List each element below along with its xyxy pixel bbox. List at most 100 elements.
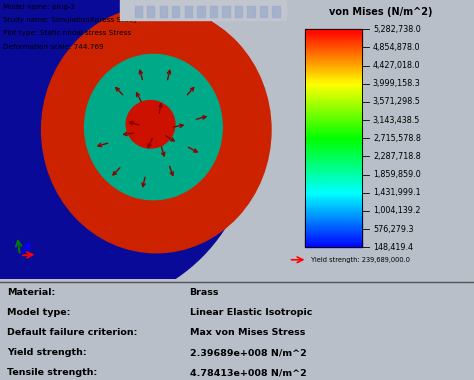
Bar: [135, 6, 142, 17]
Ellipse shape: [90, 122, 113, 146]
Bar: [305, 166, 362, 168]
Ellipse shape: [0, 0, 247, 301]
Bar: [305, 52, 362, 53]
Bar: [305, 116, 362, 117]
Ellipse shape: [142, 115, 165, 139]
Bar: [305, 131, 362, 132]
Ellipse shape: [94, 64, 213, 190]
Ellipse shape: [97, 128, 108, 140]
Bar: [305, 79, 362, 81]
Bar: [305, 70, 362, 71]
Ellipse shape: [85, 54, 228, 206]
Bar: [305, 89, 362, 90]
Ellipse shape: [122, 93, 191, 167]
Ellipse shape: [127, 98, 186, 162]
Bar: [305, 200, 362, 201]
Ellipse shape: [71, 105, 128, 163]
Ellipse shape: [119, 90, 193, 169]
Ellipse shape: [100, 131, 106, 137]
Bar: [305, 87, 362, 88]
Bar: [305, 226, 362, 228]
Ellipse shape: [136, 108, 177, 152]
Bar: [305, 105, 362, 106]
Bar: [305, 177, 362, 179]
Ellipse shape: [45, 82, 148, 186]
Bar: [305, 103, 362, 105]
Ellipse shape: [110, 81, 202, 179]
Bar: [305, 169, 362, 170]
Bar: [305, 43, 362, 44]
Text: 148,419.4: 148,419.4: [373, 243, 413, 252]
Bar: [305, 162, 362, 163]
Bar: [305, 85, 362, 86]
Bar: [305, 138, 362, 139]
Bar: [305, 156, 362, 157]
Ellipse shape: [99, 68, 214, 191]
Ellipse shape: [48, 85, 146, 183]
Ellipse shape: [87, 57, 220, 197]
Ellipse shape: [35, 73, 155, 195]
Bar: [305, 207, 362, 208]
Ellipse shape: [93, 125, 111, 143]
Bar: [305, 161, 362, 162]
Text: 4.78413e+008 N/m^2: 4.78413e+008 N/m^2: [190, 369, 306, 377]
Bar: [305, 229, 362, 230]
Text: Max von Mises Stress: Max von Mises Stress: [190, 328, 305, 337]
Bar: [305, 97, 362, 98]
Bar: [305, 215, 362, 217]
Ellipse shape: [133, 105, 179, 154]
Text: Brass: Brass: [190, 288, 219, 297]
Ellipse shape: [77, 111, 123, 157]
Bar: [305, 201, 362, 203]
Ellipse shape: [151, 125, 156, 130]
Text: 576,279.3: 576,279.3: [373, 225, 413, 234]
Bar: [305, 210, 362, 211]
Ellipse shape: [25, 65, 163, 203]
Bar: [305, 98, 362, 99]
Ellipse shape: [99, 69, 209, 185]
Bar: [305, 74, 362, 75]
Bar: [305, 165, 362, 166]
Bar: [305, 107, 362, 108]
Ellipse shape: [64, 100, 133, 169]
Ellipse shape: [146, 120, 155, 129]
Bar: [305, 95, 362, 96]
Ellipse shape: [105, 76, 201, 178]
Bar: [305, 193, 362, 194]
Bar: [305, 62, 362, 63]
Bar: [120, 0, 287, 19]
Bar: [305, 145, 362, 146]
Bar: [305, 47, 362, 48]
Bar: [305, 90, 362, 92]
Bar: [247, 6, 255, 17]
Ellipse shape: [0, 0, 242, 296]
Ellipse shape: [84, 117, 118, 151]
Bar: [305, 86, 362, 87]
Ellipse shape: [74, 108, 126, 160]
Bar: [305, 172, 362, 173]
Ellipse shape: [131, 103, 182, 157]
Ellipse shape: [0, 4, 215, 264]
Bar: [305, 198, 362, 199]
Bar: [305, 244, 362, 245]
Bar: [305, 211, 362, 212]
Bar: [305, 204, 362, 205]
Bar: [305, 114, 362, 116]
Bar: [305, 168, 362, 169]
Ellipse shape: [51, 88, 143, 180]
Ellipse shape: [152, 125, 161, 135]
Text: Model type:: Model type:: [7, 308, 71, 317]
Ellipse shape: [103, 74, 204, 180]
Ellipse shape: [110, 81, 197, 173]
Ellipse shape: [55, 91, 140, 177]
Bar: [305, 59, 362, 60]
Bar: [305, 195, 362, 196]
Bar: [305, 230, 362, 231]
Ellipse shape: [0, 39, 185, 229]
Bar: [305, 125, 362, 126]
Ellipse shape: [0, 0, 228, 279]
Bar: [305, 184, 362, 185]
Bar: [305, 183, 362, 184]
Bar: [305, 199, 362, 200]
Ellipse shape: [28, 68, 160, 200]
